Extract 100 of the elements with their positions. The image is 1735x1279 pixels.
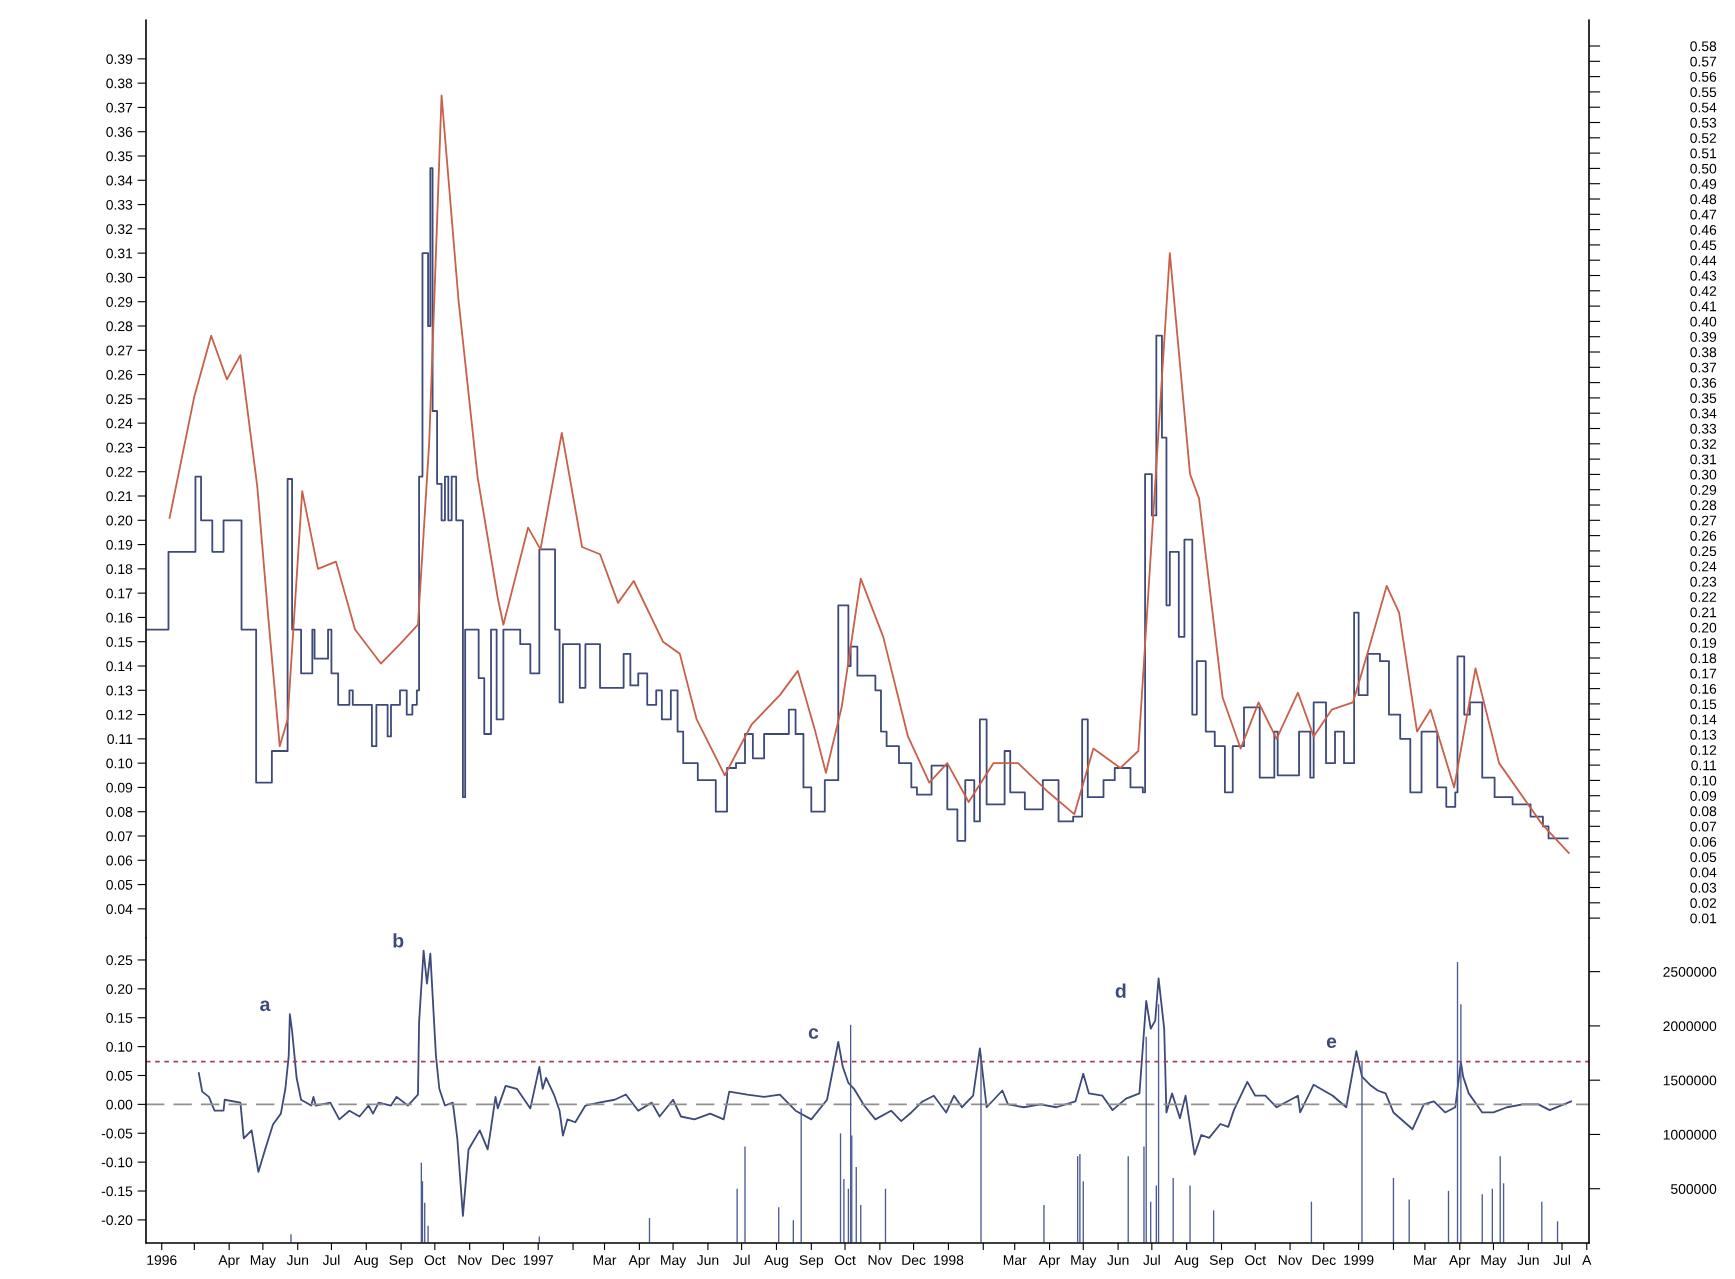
y2-tick-label: 0.09 [1690, 791, 1717, 801]
y-tick-label: 0.25 [106, 955, 133, 966]
annotation: a [260, 1000, 271, 1012]
y2-tick-label: 0.40 [1690, 316, 1717, 327]
y-tick-label: -0.20 [101, 1215, 133, 1226]
x-tick-label: Jul [1553, 1254, 1570, 1266]
y-tick-label: 0.22 [106, 467, 133, 477]
y2-tick-label: 0.42 [1690, 286, 1717, 296]
y2-tick-label: 0.35 [1690, 393, 1717, 404]
y-tick-label: 0.10 [106, 758, 133, 769]
y2-tick-label: 0.14 [1690, 714, 1717, 725]
y2-tick-label: 0.31 [1690, 454, 1717, 465]
annotation: b [393, 933, 404, 948]
x-tick-label: May [1481, 1255, 1507, 1268]
y-tick-label: 0.09 [106, 782, 133, 793]
y-tick-label: 0.10 [106, 1041, 133, 1052]
y2-tick-label: 0.10 [1690, 775, 1717, 786]
y2-tick-label: 0.33 [1690, 423, 1717, 434]
x-tick-label: Jun [1517, 1255, 1539, 1266]
y2-tick-label: 0.46 [1690, 224, 1717, 235]
y-tick-label: 0.15 [106, 637, 133, 647]
y-tick-label: 0.28 [106, 321, 133, 332]
y2-tick-label: 0.52 [1690, 133, 1717, 143]
y-tick-label: 0.20 [106, 984, 133, 994]
y2-tick-label: 0.39 [1690, 332, 1717, 342]
y-tick-label: 0.21 [106, 491, 133, 502]
x-tick-label: Nov [458, 1255, 482, 1266]
y2-tick-label: 0.05 [1690, 852, 1717, 863]
y2-tick-label: 0.22 [1690, 592, 1717, 602]
y2-tick-label: 0.38 [1690, 347, 1717, 358]
y-tick-label: -0.10 [101, 1157, 133, 1168]
y-tick-label: 0.13 [106, 685, 133, 696]
x-tick-label: Dec [902, 1255, 926, 1266]
y2-tick-label: 2500000 [1663, 966, 1717, 977]
y2-tick-label: 1000000 [1663, 1129, 1717, 1140]
y2-tick-label: 0.57 [1690, 56, 1717, 67]
y2-tick-label: 0.01 [1690, 913, 1717, 924]
x-tick-label: Sep [1209, 1255, 1234, 1268]
y2-tick-label: 0.32 [1690, 439, 1717, 449]
y-tick-label: 0.20 [106, 515, 133, 526]
x-tick-label: A [1582, 1255, 1592, 1265]
y2-tick-label: 0.15 [1690, 699, 1717, 710]
y-tick-label: -0.05 [101, 1128, 133, 1139]
y2-tick-label: 0.24 [1690, 561, 1717, 572]
x-tick-label: Aug [353, 1255, 378, 1268]
x-tick-label: Apr [218, 1255, 240, 1268]
y2-tick-label: 0.45 [1690, 240, 1717, 251]
x-tick-label: May [250, 1255, 276, 1268]
x-tick-label: Jun [1107, 1255, 1129, 1266]
y-tick-label: 0.25 [106, 394, 133, 405]
y2-tick-label: 0.49 [1690, 179, 1717, 189]
y2-tick-label: 0.07 [1690, 821, 1717, 832]
y2-tick-label: 0.47 [1690, 209, 1717, 220]
x-tick-label: Sep [799, 1255, 824, 1268]
y-tick-label: 0.19 [106, 539, 133, 550]
y-tick-label: 0.27 [106, 345, 133, 356]
x-tick-label: May [1071, 1255, 1097, 1268]
y2-tick-label: 1500000 [1663, 1075, 1717, 1086]
y2-tick-label: 0.06 [1690, 836, 1717, 847]
x-tick-label: Apr [1448, 1255, 1471, 1268]
x-tick-label: Sep [389, 1255, 413, 1268]
x-tick-label: Nov [1278, 1255, 1303, 1266]
y-tick-label: 0.05 [106, 879, 133, 890]
y2-tick-label: 0.41 [1690, 301, 1717, 312]
y-tick-label: 0.16 [106, 612, 133, 623]
y-tick-label: 0.04 [106, 904, 133, 915]
y2-tick-label: 0.03 [1690, 882, 1717, 893]
y-tick-label: 0.30 [106, 272, 133, 283]
y-tick-label: 0.00 [106, 1099, 133, 1110]
y2-tick-label: 2000000 [1663, 1021, 1717, 1032]
annotation: c [808, 1028, 819, 1039]
x-tick-label: Jul [1143, 1254, 1160, 1266]
y-tick-label: 0.36 [106, 127, 133, 137]
x-tick-label: Mar [1414, 1255, 1437, 1266]
y2-tick-label: 0.54 [1690, 102, 1717, 113]
y2-tick-label: 0.34 [1690, 408, 1717, 419]
x-tick-label: 1997 [523, 1255, 553, 1266]
annotation: d [1115, 983, 1126, 998]
y2-tick-label: 0.29 [1690, 485, 1717, 495]
y2-tick-label: 0.20 [1690, 622, 1717, 633]
y-tick-label: 0.29 [106, 297, 133, 307]
x-tick-label: Apr [1038, 1255, 1061, 1268]
x-tick-label: May [661, 1255, 687, 1268]
y-tick-label: 0.08 [106, 807, 133, 817]
y-tick-label: 0.15 [106, 1013, 133, 1023]
y2-tick-label: 0.51 [1690, 148, 1717, 159]
y-tick-label: 0.05 [106, 1070, 133, 1081]
y2-tick-label: 0.30 [1690, 469, 1717, 480]
y2-tick-label: 0.44 [1690, 255, 1717, 266]
y2-tick-label: 0.25 [1690, 546, 1717, 557]
y2-tick-label: 0.26 [1690, 530, 1717, 541]
y-tick-label: 0.14 [106, 661, 133, 672]
y2-tick-label: 0.11 [1691, 760, 1717, 771]
y2-tick-label: 0.53 [1690, 117, 1717, 128]
x-tick-label: Jul [732, 1254, 750, 1266]
y2-tick-label: 0.08 [1690, 806, 1717, 817]
x-tick-label: Dec [1312, 1255, 1336, 1266]
x-tick-label: Jun [286, 1255, 309, 1266]
y2-tick-label: 0.37 [1690, 362, 1717, 373]
y2-tick-label: 0.19 [1690, 638, 1717, 648]
